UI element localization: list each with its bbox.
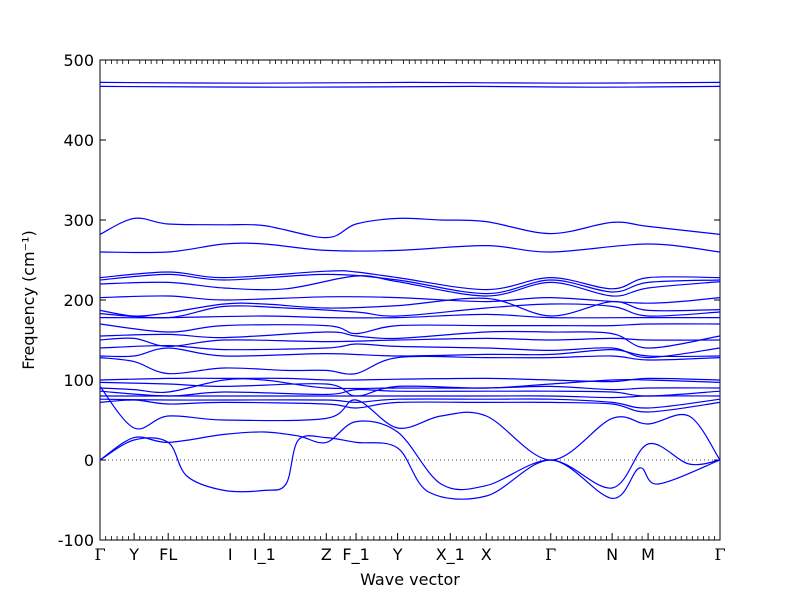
- high-symmetry-label: Γ: [545, 545, 556, 564]
- phonon-branch-26: [99, 435, 721, 500]
- y-axis-ticks: -100 0 100 200 300 400 500: [58, 51, 720, 550]
- high-symmetry-label: Γ: [714, 545, 725, 564]
- phonon-branch-18: [99, 378, 721, 397]
- phonon-branch-22: [99, 398, 721, 409]
- y-tick-label: 200: [63, 291, 94, 310]
- x-axis-label: Wave vector: [360, 570, 460, 589]
- high-symmetry-label: I_1: [253, 545, 276, 565]
- y-tick-label: 500: [63, 51, 94, 70]
- phonon-branch-4: [99, 270, 721, 291]
- phonon-branch-25: [99, 420, 721, 491]
- y-tick-label: 100: [63, 371, 94, 390]
- high-symmetry-label: M: [641, 545, 655, 564]
- phonon-branch-3: [99, 242, 721, 254]
- phonon-branch-2: [99, 217, 721, 239]
- phonon-branch-15: [99, 347, 721, 358]
- phonon-branch-21: [99, 395, 721, 399]
- phonon-branch-14: [99, 343, 721, 359]
- phonon-branch-24: [99, 386, 721, 461]
- phonon-branch-6: [99, 275, 721, 297]
- high-symmetry-label: N: [606, 545, 618, 564]
- phonon-branches: [99, 81, 721, 500]
- high-symmetry-label: X: [481, 545, 492, 564]
- phonon-branch-10: [99, 313, 720, 319]
- phonon-branch-19: [99, 378, 721, 393]
- y-axis-label: Frequency (cm⁻¹): [19, 230, 38, 369]
- phonon-branch-12: [99, 330, 721, 349]
- y-tick-label: 0: [84, 451, 94, 470]
- phonon-branch-13: [99, 337, 721, 348]
- high-symmetry-label: Γ: [94, 545, 105, 564]
- phonon-branch-0: [99, 85, 721, 88]
- phonon-branch-8: [99, 297, 721, 317]
- high-symmetry-label: I: [228, 545, 233, 564]
- high-symmetry-label: Z: [321, 545, 332, 564]
- y-tick-label: 300: [63, 211, 94, 230]
- phonon-branch-11: [99, 323, 721, 335]
- phonon-branch-17: [99, 377, 721, 383]
- phonon-branch-20: [99, 388, 721, 397]
- phonon-branch-5: [99, 273, 721, 295]
- phonon-branch-1: [99, 81, 721, 84]
- high-symmetry-label: Y: [392, 545, 403, 564]
- high-symmetry-label: Y: [128, 545, 139, 564]
- phonon-branch-9: [99, 303, 721, 319]
- high-symmetry-label: F_1: [342, 545, 369, 565]
- high-symmetry-label: X_1: [436, 545, 465, 565]
- phonon-branch-7: [99, 295, 721, 304]
- phonon-branch-23: [99, 399, 721, 413]
- x-axis-ticks: Γ Y FL I I_1 Z F_1 Y X_1 X Γ N M Γ: [94, 60, 726, 565]
- phonon-branch-16: [99, 355, 721, 375]
- plot-frame: [99, 59, 721, 541]
- high-symmetry-label: FL: [159, 545, 177, 564]
- y-tick-label: 400: [63, 131, 94, 150]
- y-tick-label: -100: [58, 531, 94, 550]
